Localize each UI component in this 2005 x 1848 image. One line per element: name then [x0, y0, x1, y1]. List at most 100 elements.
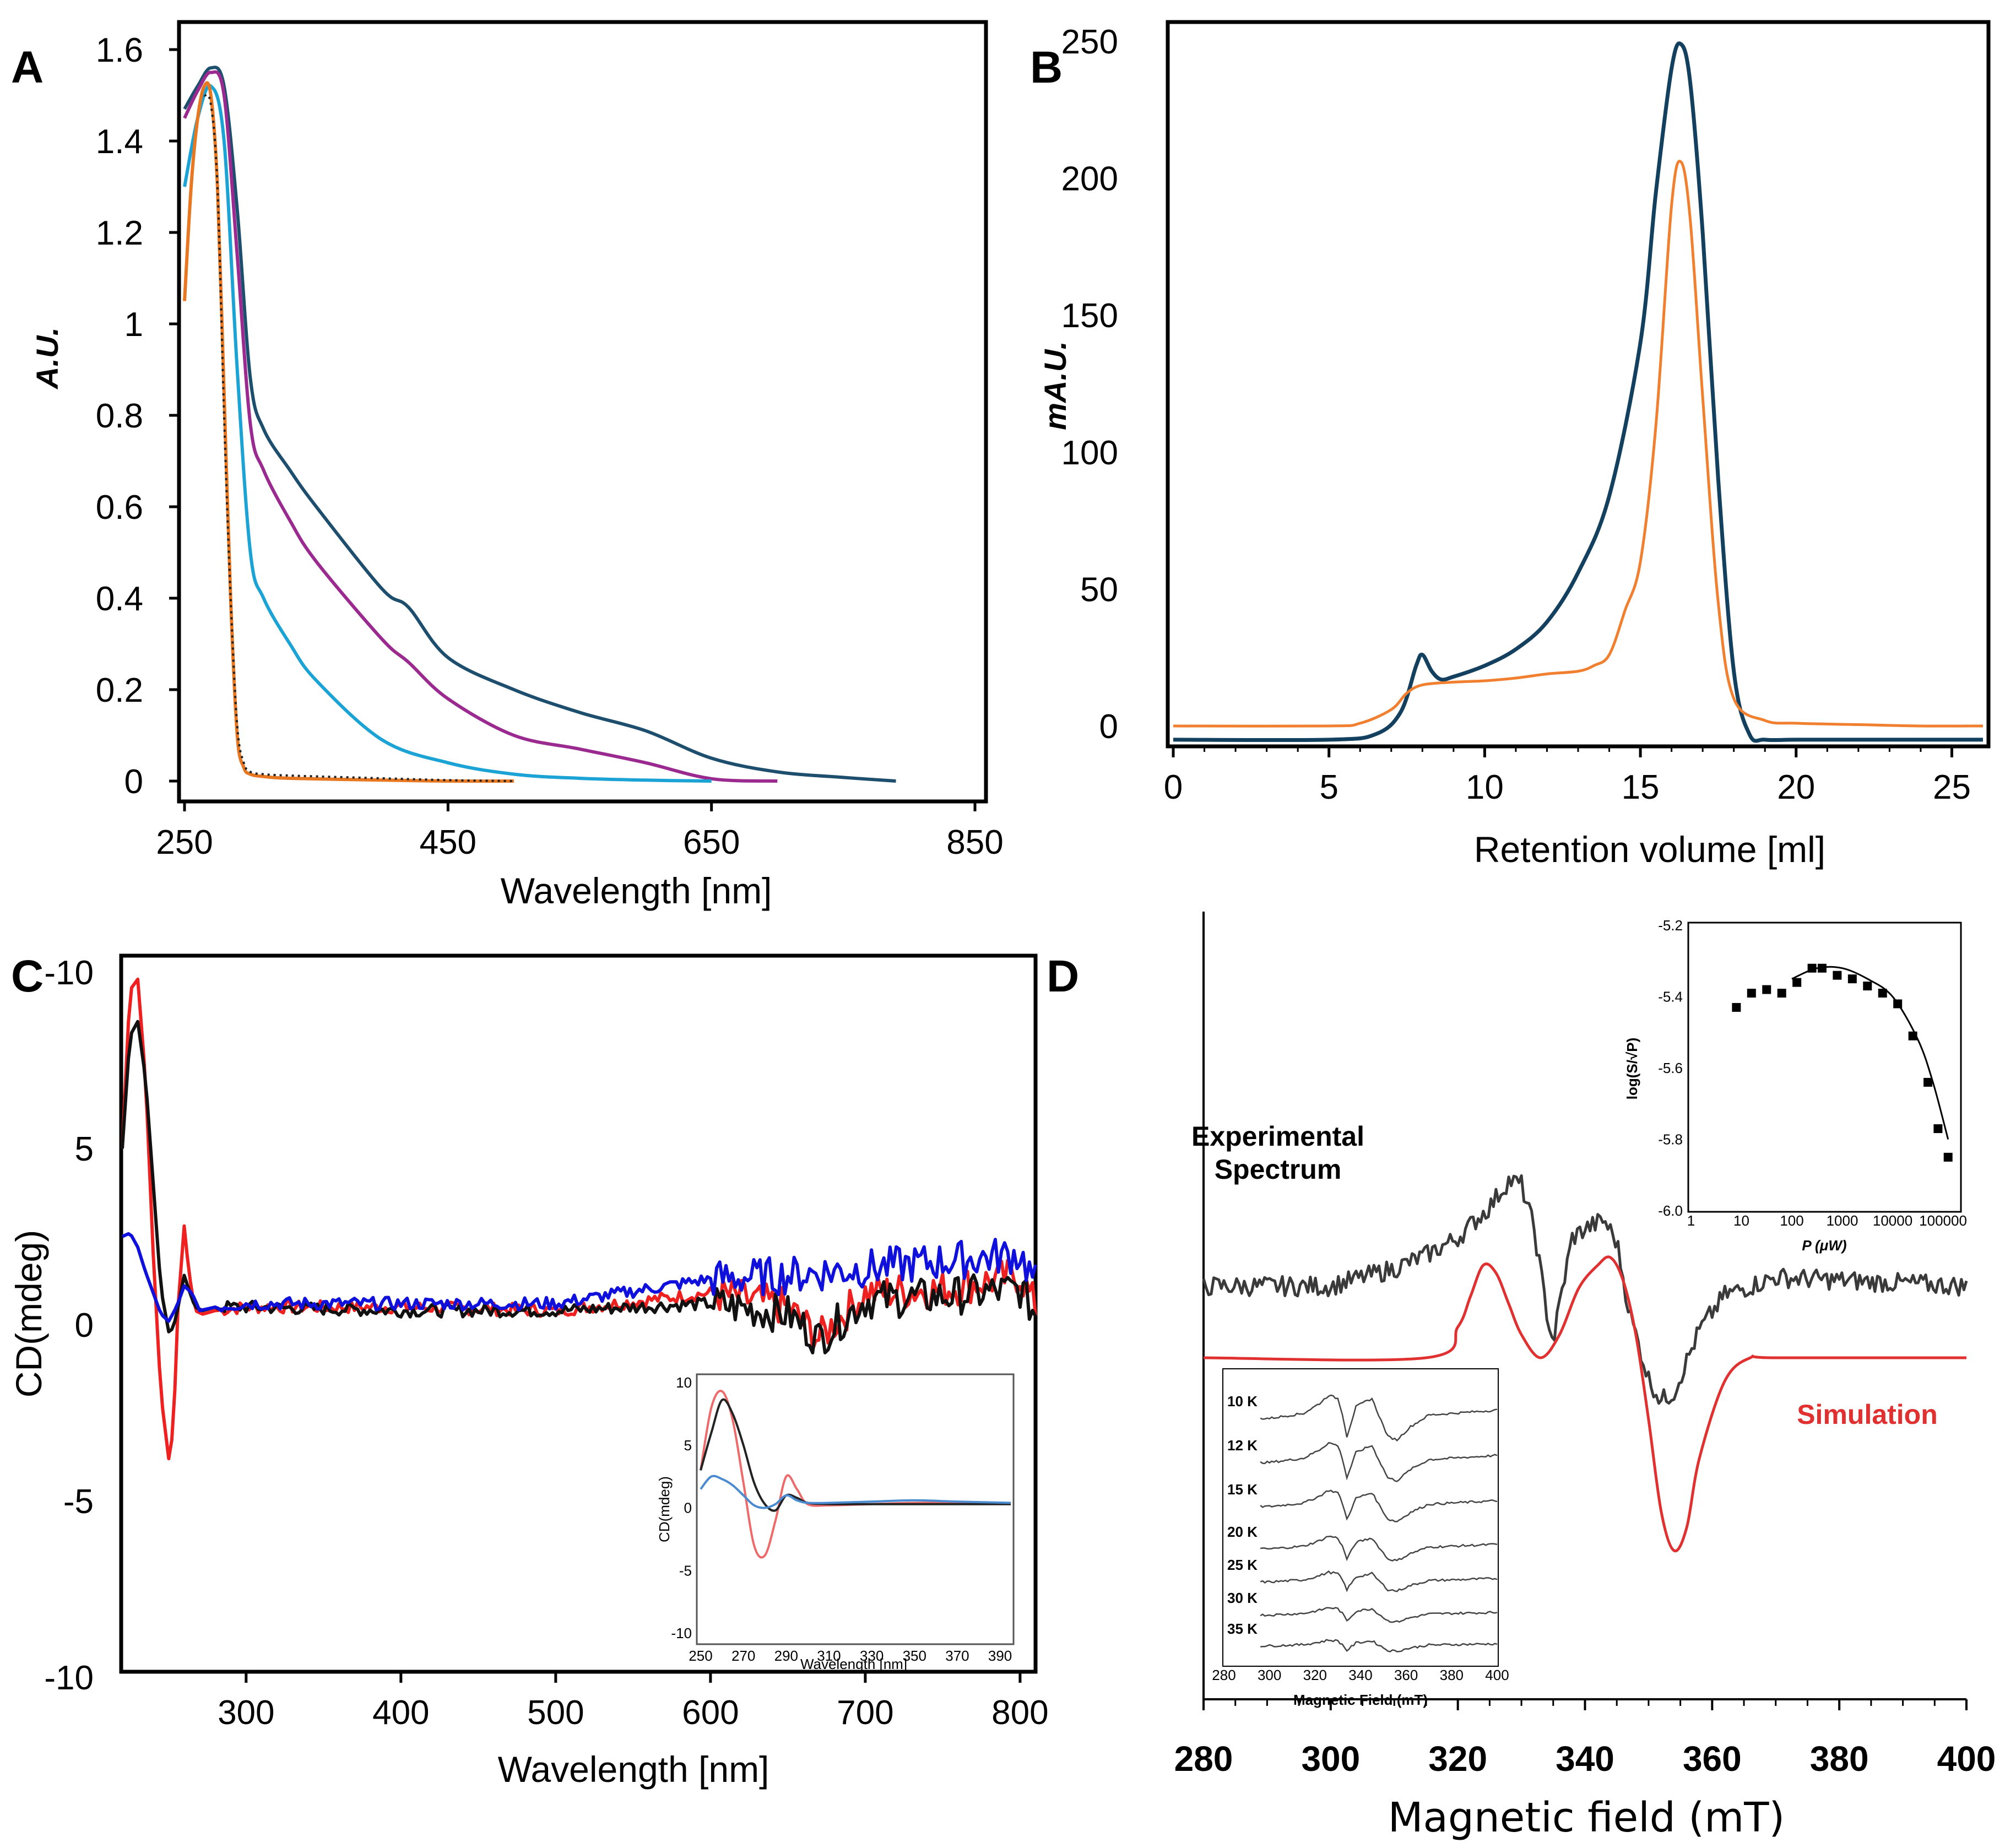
x-tick-label-a: 250 — [156, 823, 213, 861]
inset-top-y-tick: -5.8 — [1658, 1131, 1683, 1148]
inset-bottom-temp-label: 35 K — [1227, 1621, 1258, 1637]
x-tick-label-b: 20 — [1777, 768, 1815, 806]
y-ticks-a: 0 0.2 0.4 0.6 0.8 1 1.2 1.4 1.6 — [96, 31, 179, 801]
plot-frame-a — [177, 20, 988, 804]
inset-top-x-tick: 10 — [1733, 1212, 1749, 1229]
inset-top-ticks: -5.2 -5.4 -5.6 -5.8 -6.01 10 100 1000 10000 10000… — [1658, 917, 1967, 1229]
inset-top-x-tick: 100000 — [1919, 1212, 1967, 1229]
inset-bottom-trace — [1260, 1639, 1498, 1652]
inset-top-data-point — [1923, 1077, 1933, 1087]
inset-x-label-c: Wavelength [nm] — [800, 1656, 907, 1672]
inset-top-data — [1732, 963, 1953, 1162]
series-line-a-dark-teal — [183, 66, 896, 783]
y-ticks-c: -10 -5 0 5 -10 — [44, 954, 94, 1697]
y-axis-label-c: CD(mdeg) — [8, 1230, 49, 1397]
series-line-b-orange — [1173, 160, 1984, 728]
series-line-d-simulation — [1203, 1255, 1966, 1553]
x-tick-label-b: 10 — [1466, 768, 1504, 806]
x-tick-label-c: 600 — [682, 1694, 739, 1732]
inset-bottom-x-tick: 320 — [1303, 1667, 1327, 1683]
inset-y-tick-c: 5 — [684, 1437, 692, 1454]
y-ticks-b: 0 50 100 150 200 250 — [1061, 23, 1118, 746]
annotation-experimental: Experimental — [1191, 1121, 1364, 1152]
inset-bottom-trace — [1260, 1489, 1498, 1522]
x-tick-label-d: 320 — [1428, 1739, 1487, 1779]
inset-bottom-x-tick: 280 — [1212, 1667, 1235, 1683]
series-line-a-orange — [183, 81, 514, 783]
inset-series-line-c-black — [700, 1398, 1011, 1512]
inset-bottom-temp-label: 20 K — [1227, 1524, 1258, 1540]
x-tick-label-d: 280 — [1174, 1739, 1233, 1779]
x-axis-label-b: Retention volume [ml] — [1474, 829, 1825, 870]
inset-x-tick-c: 310 — [817, 1648, 841, 1664]
x-tick-label-c: 400 — [372, 1694, 429, 1732]
x-tick-label-b: 5 — [1319, 768, 1338, 806]
inset-y-label-c: CD(mdeg) — [656, 1476, 673, 1542]
x-tick-label-c: 300 — [218, 1694, 274, 1732]
panel-a: A A.U. Wavelength [nm] 0 0.2 0.4 0.6 0.8 1 1.2… — [11, 20, 1004, 911]
inset-x-tick-c: 270 — [731, 1648, 755, 1664]
y-tick-label-c: 0 — [75, 1307, 94, 1345]
y-tick-label-a: 1.2 — [96, 214, 143, 252]
inset-x-tick-c: 290 — [774, 1648, 798, 1664]
series-line-d-experimental — [1202, 1174, 1968, 1405]
x-tick-label-d: 360 — [1683, 1739, 1742, 1779]
inset-x-tick-c: 330 — [860, 1648, 884, 1664]
annotation-simulation: Simulation — [1797, 1399, 1938, 1430]
x-tick-label-c: 500 — [527, 1694, 584, 1732]
x-axis-label-a: Wavelength [nm] — [501, 870, 772, 911]
x-tick-label-d: 300 — [1301, 1739, 1360, 1779]
panel-label-a: A — [11, 42, 44, 93]
inset-bottom-trace — [1260, 1394, 1498, 1442]
inset-x-tick-c: 250 — [689, 1648, 712, 1664]
y-tick-label-c: 5 — [75, 1130, 94, 1168]
inset-top-data-point — [1777, 989, 1786, 998]
y-tick-label-a: 0 — [124, 763, 143, 801]
x-tick-label-a: 650 — [683, 823, 740, 861]
series-b — [1173, 41, 1984, 743]
x-tick-label-a: 850 — [946, 823, 1003, 861]
x-ticks-a: 250 450 650 850 — [156, 801, 1004, 861]
series-line-a-magenta — [183, 70, 778, 783]
inset-bottom-trace — [1260, 1441, 1498, 1482]
y-tick-label-b: 50 — [1080, 571, 1118, 609]
inset-y-tick-c: -5 — [679, 1562, 692, 1579]
inset-y-tick-c: 0 — [684, 1500, 692, 1516]
y-tick-label-a: 0.6 — [96, 489, 143, 527]
inset-bottom-x-tick: 380 — [1440, 1667, 1464, 1683]
y-tick-label-a: 1.6 — [96, 31, 143, 69]
inset-ticks-c: 250 270 290 310 330 350 370 390 10 5 0 -5 -10 — [671, 1374, 1012, 1664]
panel-b: B mA.U. Retention volume [ml] 0501001502… — [1030, 20, 1991, 870]
inset-bottom-temp-label: 25 K — [1227, 1557, 1258, 1573]
inset-bottom-x-tick: 400 — [1485, 1667, 1509, 1683]
y-tick-label-b: 0 — [1099, 708, 1118, 746]
y-tick-label-a: 0.8 — [96, 397, 143, 435]
x-tick-label-a: 450 — [420, 823, 476, 861]
y-tick-label-b: 100 — [1061, 434, 1118, 472]
inset-bottom-ticks: 280 300 320 340 360 380 400 10 K 12 K 15 K 20 K 25 … — [1212, 1393, 1509, 1683]
y-tick-label-a: 0.2 — [96, 671, 143, 709]
inset-top-data-point — [1878, 989, 1887, 998]
inset-bottom-trace — [1260, 1570, 1498, 1592]
inset-bottom-trace — [1260, 1535, 1498, 1562]
x-axis-label-c: Wavelength [nm] — [498, 1749, 770, 1790]
inset-top-data-point — [1943, 1152, 1953, 1162]
y-axis-label-b: mA.U. — [1038, 341, 1072, 430]
y-axis-label-a: A.U. — [30, 327, 64, 390]
y-tick-label-a: 1.4 — [96, 123, 143, 161]
panel-label-c: C — [11, 951, 44, 1001]
x-ticks-c: 300 400 500 600 700 800 — [218, 1672, 1049, 1732]
plot-frame-b — [1166, 20, 1991, 749]
series-line-c-black — [121, 1020, 1037, 1354]
series-line-c-blue — [121, 1232, 1037, 1323]
y-tick-label-c: -10 — [44, 954, 94, 992]
inset-top-y-tick: -5.4 — [1658, 989, 1683, 1005]
x-tick-label-b: 25 — [1933, 768, 1971, 806]
inset-temperature-series: 280 300 320 340 360 380 400 10 K 12 K 15 K 20 K 25 … — [1212, 1368, 1509, 1708]
series-d — [1202, 1174, 1968, 1553]
panel-label-d: D — [1047, 951, 1079, 1001]
inset-bottom-x-tick: 300 — [1258, 1667, 1281, 1683]
panel-c: C CD(mdeg) Wavelength [nm] -10 -5 0 5 -10 30… — [8, 951, 1049, 1790]
x-tick-label-d: 380 — [1810, 1739, 1869, 1779]
inset-bottom-temp-label: 12 K — [1227, 1437, 1258, 1454]
